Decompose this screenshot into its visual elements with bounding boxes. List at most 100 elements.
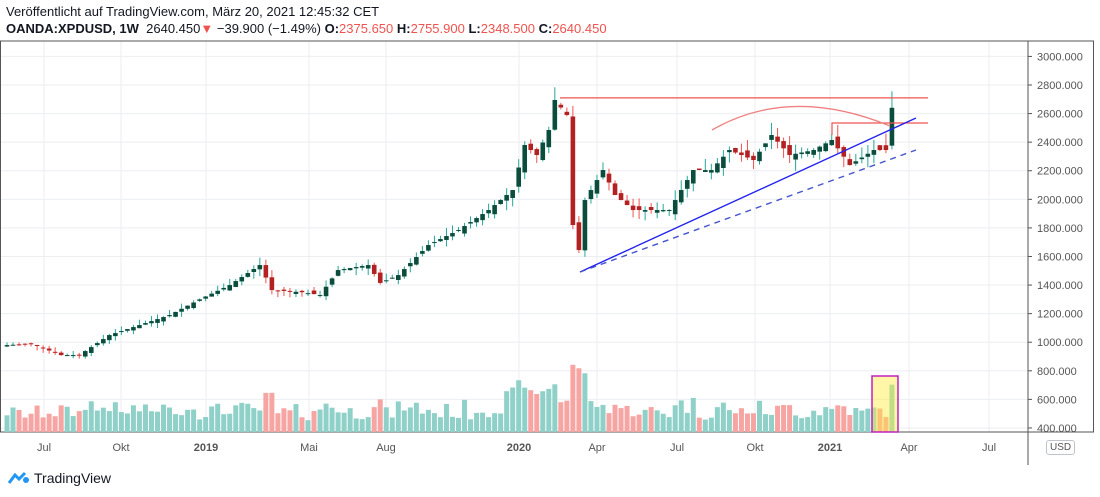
candle-body <box>179 308 184 312</box>
volume-bar <box>600 404 606 432</box>
candle-body <box>516 167 521 187</box>
candle-body <box>34 345 40 347</box>
volume-bar <box>413 402 419 432</box>
volume-bar <box>696 417 702 432</box>
volume-bar <box>889 384 895 432</box>
candle-body <box>191 302 196 309</box>
candle-body <box>347 268 353 271</box>
tradingview-logo[interactable]: TradingView <box>8 470 111 486</box>
candle-body <box>721 156 726 168</box>
candle-body <box>185 305 190 309</box>
volume-bar <box>690 397 696 432</box>
volume-bar <box>720 402 726 432</box>
volume-bar <box>684 412 690 432</box>
volume-bar <box>708 417 714 432</box>
candle-body <box>52 351 58 353</box>
volume-bar <box>714 407 720 432</box>
volume-bar <box>558 402 564 432</box>
candle-body <box>444 236 449 240</box>
candle-body <box>239 277 245 282</box>
volume-bar <box>112 402 118 432</box>
volume-bar <box>359 419 365 432</box>
candle-body <box>546 130 552 148</box>
volume-bar <box>425 409 431 432</box>
published-info: Veröffentlicht auf TradingView.com, März… <box>6 4 380 19</box>
volume-bar <box>269 392 275 432</box>
candle-body <box>245 273 251 277</box>
candle-body <box>709 170 714 173</box>
volume-bar <box>335 412 341 432</box>
volume-bar <box>738 408 744 432</box>
candle-body <box>630 205 636 211</box>
volume-bar <box>383 407 389 432</box>
candle-body <box>215 290 220 294</box>
candle-body <box>305 293 311 295</box>
volume-bar <box>672 405 678 432</box>
volume-bar <box>82 409 88 432</box>
price-tick-label: 2800.000 <box>1037 80 1083 92</box>
volume-bar <box>877 408 883 432</box>
volume-bar <box>811 410 817 432</box>
candle-body <box>88 347 94 353</box>
volume-bar <box>94 410 100 432</box>
candle-body <box>76 354 82 356</box>
candle-body <box>82 351 88 357</box>
candle-body <box>504 195 509 201</box>
candle-body <box>612 183 618 196</box>
time-tick-label: Aug <box>376 442 396 454</box>
candle-body <box>811 150 816 155</box>
candle-body <box>4 345 10 347</box>
volume-bar <box>781 405 787 432</box>
candle-body <box>408 263 413 267</box>
open-value: 2375.650 <box>339 21 394 36</box>
volume-bar <box>606 413 612 432</box>
volume-bar <box>564 400 570 432</box>
candle-body <box>299 290 305 293</box>
currency-badge[interactable]: USD <box>1046 440 1076 455</box>
volume-bar <box>865 408 871 432</box>
ohlc-legend: OANDA:XPDUSD, 1W 2640.450▼ −39.900 (−1.4… <box>6 21 607 36</box>
volume-bar <box>588 401 594 432</box>
volume-bar <box>100 407 106 432</box>
candle-body <box>70 355 76 357</box>
symbol[interactable]: OANDA:XPDUSD, 1W <box>6 21 139 36</box>
volume-bar <box>678 400 684 432</box>
volume-bar <box>233 405 239 432</box>
down-arrow-icon: ▼ <box>200 21 214 36</box>
volume-bar <box>528 390 534 432</box>
candle-body <box>125 329 130 331</box>
volume-bar <box>552 384 558 432</box>
price-chart[interactable]: 3000.000 2800.000 2600.000 2400.000 2200.000… <box>0 0 1100 465</box>
volume-bar <box>173 414 179 432</box>
last-price: 2640.450 <box>146 21 201 36</box>
candle-body <box>654 210 660 213</box>
candle-body <box>293 291 299 294</box>
candle-body <box>618 193 624 201</box>
time-tick-label: Okt <box>112 442 129 454</box>
candle-body <box>432 242 437 244</box>
volume-bar <box>666 417 672 432</box>
time-tick-label: Okt <box>746 442 763 454</box>
volume-bar <box>161 404 167 432</box>
volume-bar <box>245 403 251 432</box>
volume-bar <box>353 418 359 432</box>
volume-bar <box>34 405 40 432</box>
candle-body <box>383 280 389 282</box>
candle-body <box>203 296 208 299</box>
candle-body <box>769 135 774 140</box>
candle-body <box>739 152 744 156</box>
volume-bar <box>474 412 480 432</box>
volume-bar <box>510 387 516 432</box>
volume-bar <box>40 417 46 432</box>
volume-bar <box>805 417 811 432</box>
close-value: 2640.450 <box>552 21 607 36</box>
candle-body <box>101 339 106 344</box>
candle-body <box>197 299 202 301</box>
volume-bar <box>612 404 618 432</box>
candle-body <box>131 327 136 331</box>
volume-bar <box>468 419 474 432</box>
time-tick-label: Jul <box>982 442 996 454</box>
volume-bar <box>16 409 22 432</box>
candle-body <box>528 143 534 151</box>
volume-bar <box>522 387 528 432</box>
